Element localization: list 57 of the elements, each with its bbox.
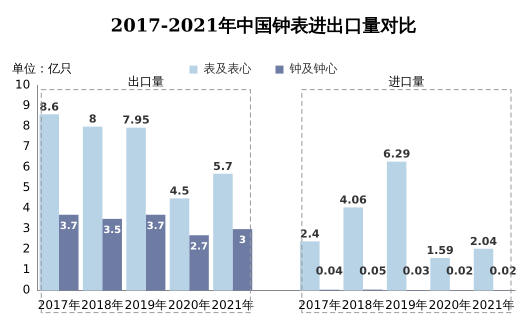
data-label: 0.03 [402,264,430,278]
x-tick-label: 2020年 [428,298,472,312]
data-label: 3.5 [103,224,122,236]
data-label: 6.29 [383,148,410,161]
data-label: 2.04 [470,234,498,248]
bar [232,229,252,291]
data-label: 0.05 [359,264,386,278]
data-label: 0.04 [316,264,344,278]
data-label: 8 [88,112,96,126]
bar [170,198,190,291]
bar [58,214,79,291]
y-tick-label: 5 [22,180,30,194]
data-label: 3.7 [60,220,78,232]
bar [146,214,166,291]
y-axis-title: 单位：亿只 [12,62,72,76]
x-tick-label: 2017年 [38,298,80,312]
bar [213,174,233,291]
data-label: 3 [238,235,246,246]
annotation: 进口量 [388,74,424,89]
data-label: 3.7 [146,220,165,232]
y-tick-label: 0 [22,282,30,297]
data-label: 1.59 [426,244,454,258]
x-tick-label: 2020年 [168,298,211,312]
y-tick-label: 10 [14,78,30,92]
bar [189,235,209,291]
x-tick-label: 2017年 [298,298,341,312]
bar [39,114,59,291]
annotation: 出口量 [128,74,164,89]
bar [82,126,102,291]
legend-label: 表及表心 [204,62,252,76]
y-tick-label: 6 [22,160,30,174]
x-tick-label: 2019年 [124,298,168,312]
x-tick-label: 2018年 [342,298,384,312]
data-label: 0.02 [489,264,517,278]
data-label: 4.06 [340,193,368,206]
y-tick-label: 8 [22,118,30,133]
data-label: 4.5 [170,184,190,198]
bar [102,218,122,291]
chart-title: 2017-2021年中国钟表进出口量对比 [110,15,416,36]
data-label: 0.02 [446,264,474,278]
x-tick-label: 2021年 [211,298,254,312]
y-tick-label: 2 [22,242,30,256]
y-tick-label: 7 [22,139,30,154]
y-tick-label: 4 [22,200,30,215]
data-label: 5.7 [213,160,233,173]
data-label: 2.4 [300,227,320,240]
x-tick-label: 2018年 [81,298,124,312]
data-label: 2.7 [190,241,208,252]
x-tick-label: 2021年 [472,298,515,312]
data-label: 7.95 [122,114,150,127]
x-tick-label: 2019年 [385,298,428,312]
bar [126,128,146,291]
data-label: 8.6 [39,100,60,114]
y-tick-label: 3 [22,221,30,236]
y-tick-label: 9 [22,98,30,112]
y-tick-label: 1 [22,262,30,276]
legend-label: 钟及钟心 [288,62,338,76]
